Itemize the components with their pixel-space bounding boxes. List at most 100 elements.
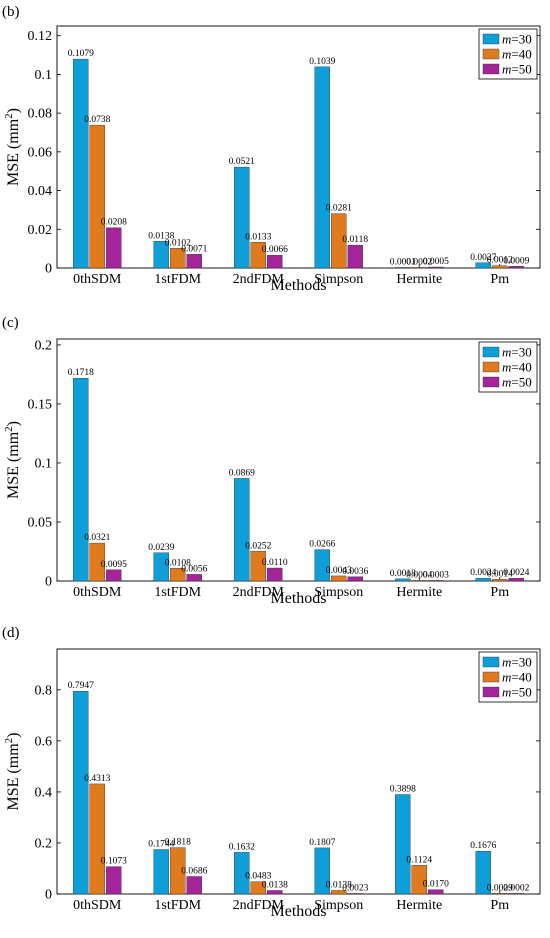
plot-frame xyxy=(56,25,541,269)
data-label: 0.0043 xyxy=(326,566,352,576)
legend-label: m=30 xyxy=(502,655,532,670)
data-label: 0.7947 xyxy=(68,681,94,691)
y-tick-label: 0 xyxy=(45,888,52,903)
data-label: 0.0133 xyxy=(245,232,271,242)
bar-m50 xyxy=(186,574,202,582)
legend-label: m=50 xyxy=(502,62,532,77)
bar-m50 xyxy=(428,889,444,895)
panel-label: (d) xyxy=(2,625,20,641)
data-label: 0.0023 xyxy=(342,883,368,893)
bar-m40 xyxy=(331,575,347,582)
data-label: 0.0014 xyxy=(487,569,513,579)
bar-m40 xyxy=(250,881,266,895)
data-label: 0.0281 xyxy=(326,204,352,214)
y-axis-title: MSE (mm2) xyxy=(3,421,22,499)
bar-m30 xyxy=(153,849,169,895)
data-label: 0.0483 xyxy=(245,872,271,882)
data-label: 0.0252 xyxy=(245,541,271,551)
y-tick-label: 0.08 xyxy=(28,107,53,122)
x-tick-label: Hermite xyxy=(396,898,442,913)
y-tick-label: 0.4 xyxy=(35,785,53,800)
bar-m50 xyxy=(186,254,202,269)
legend-label: m=40 xyxy=(502,360,532,375)
bar-m30 xyxy=(153,552,169,582)
data-label: 0.0095 xyxy=(101,560,127,570)
bar-m50 xyxy=(347,244,363,269)
y-axis-title: MSE (mm2) xyxy=(3,733,22,811)
plot-frame xyxy=(56,338,541,582)
data-label: 0.0012 xyxy=(487,256,513,266)
data-label: 0.0005 xyxy=(423,257,449,267)
x-axis-title: Methods xyxy=(271,277,327,294)
plot-frame xyxy=(56,648,541,895)
data-label: 0.0686 xyxy=(181,866,207,876)
y-axis-title: MSE (mm2) xyxy=(3,108,22,186)
y-tick-label: 0.02 xyxy=(28,223,53,238)
bar-m50 xyxy=(267,255,283,269)
data-label: 0.1124 xyxy=(406,855,432,865)
data-label: 0.0024 xyxy=(503,568,529,578)
bar-m40 xyxy=(492,265,508,269)
data-label: 0.0108 xyxy=(165,558,191,568)
legend-swatch-m40 xyxy=(482,671,500,683)
y-tick-label: 0.05 xyxy=(28,515,53,530)
bar-m40 xyxy=(411,865,427,895)
data-label: 0.0138 xyxy=(262,880,288,890)
y-tick-label: 0 xyxy=(45,262,52,277)
legend-swatch-m30 xyxy=(482,346,500,358)
bar-m40 xyxy=(89,124,105,269)
y-tick-label: 0.12 xyxy=(28,29,53,44)
bar-m40 xyxy=(170,847,186,895)
x-tick-label: 1stFDM xyxy=(154,272,201,287)
legend-label: m=30 xyxy=(502,345,532,360)
data-label: 0.0027 xyxy=(470,253,496,263)
legend-label: m=50 xyxy=(502,375,532,390)
chart-panel-d: (d) 0 0.2 0.4 0.6 0.8 MSE (mm2) 0thSDM 0.7947 0.4… xyxy=(2,625,541,920)
data-label: 0.0208 xyxy=(101,218,127,228)
legend-label: m=30 xyxy=(502,32,532,47)
bar-m40 xyxy=(331,213,347,269)
legend-swatch-m40 xyxy=(482,361,500,373)
x-axis-title: Methods xyxy=(271,590,327,607)
y-tick-label: 0.1 xyxy=(35,456,53,471)
data-label: 0.1818 xyxy=(165,838,191,848)
bar-m40 xyxy=(170,568,186,582)
x-tick-label: Pm xyxy=(490,898,509,913)
data-label: 0.0071 xyxy=(181,244,207,254)
bar-m50 xyxy=(347,576,363,582)
bar-m40 xyxy=(250,242,266,269)
bar-m50 xyxy=(508,266,524,269)
bar-m40 xyxy=(411,580,427,582)
bar-m30 xyxy=(314,549,330,582)
data-label: 0.0266 xyxy=(309,540,335,550)
y-tick-label: 0.2 xyxy=(35,836,53,851)
bar-m30 xyxy=(314,66,330,269)
data-label: 0.0102 xyxy=(165,238,191,248)
bar-m50 xyxy=(428,266,444,269)
data-label: 0.0056 xyxy=(181,564,207,574)
legend-swatch-m30 xyxy=(482,33,500,45)
y-tick-label: 0.06 xyxy=(28,145,53,160)
bar-m40 xyxy=(331,890,347,895)
data-label: 0.0869 xyxy=(229,468,255,478)
bar-m40 xyxy=(89,542,105,582)
data-label: 0.0118 xyxy=(342,235,368,245)
bar-m40 xyxy=(170,248,186,269)
legend-label: m=50 xyxy=(502,685,532,700)
data-label: 0.0321 xyxy=(84,533,110,543)
bar-m50 xyxy=(106,866,122,895)
x-tick-label: Hermite xyxy=(396,272,442,287)
bar-m50 xyxy=(267,890,283,895)
data-label: 0.1744 xyxy=(148,839,174,849)
bar-m40 xyxy=(492,893,508,895)
y-tick-label: 0.1 xyxy=(35,68,53,83)
x-tick-label: Simpson xyxy=(314,272,363,287)
data-label: 0.4313 xyxy=(84,774,110,784)
bar-m50 xyxy=(508,893,524,895)
x-tick-label: 0thSDM xyxy=(73,585,122,600)
data-label: 0.1079 xyxy=(68,49,94,59)
data-label: 0.0003 xyxy=(423,570,449,580)
bar-m30 xyxy=(234,478,250,582)
data-label: 0.0521 xyxy=(229,157,255,167)
x-tick-label: 0thSDM xyxy=(73,272,122,287)
